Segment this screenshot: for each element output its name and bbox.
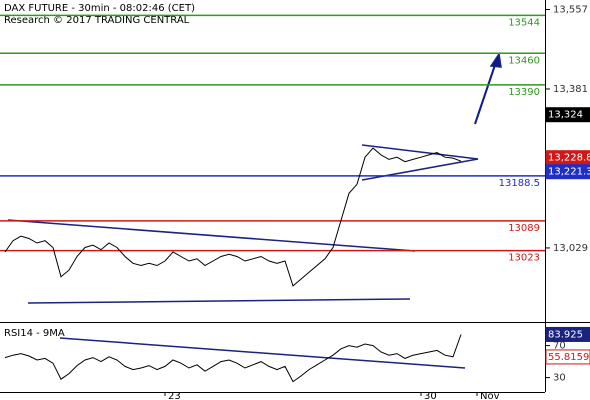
chart-title: DAX FUTURE - 30min - 08:02:46 (CET) — [4, 3, 195, 14]
price-tag-label: 13,324 — [548, 110, 583, 121]
price-tag-label: 13,221.3 — [548, 167, 590, 178]
y-tick-label: 13,557 — [553, 4, 588, 15]
price-tag-label: 55.8159 — [548, 352, 589, 363]
y-tick-label: 30 — [553, 373, 566, 384]
price-tag-label: 13,228.8 — [548, 153, 590, 164]
level-label: 13023 — [508, 253, 540, 264]
forecast-arrow — [474, 61, 497, 125]
price-tag — [545, 164, 590, 180]
trend-line — [361, 144, 479, 160]
x-tick-label: Nov — [480, 391, 500, 400]
price-line — [4, 147, 462, 287]
level-label: 13390 — [508, 87, 540, 98]
trend-line — [7, 219, 416, 252]
y-tick-label: 70 — [553, 341, 566, 352]
price-tag — [545, 326, 590, 342]
trend-line — [27, 298, 411, 304]
x-tick-label: 23 — [168, 391, 181, 400]
price-tag — [545, 349, 590, 365]
level-label: 13544 — [508, 17, 540, 28]
rsi-trend-line — [59, 337, 466, 369]
price-tag-label: 83.925 — [548, 329, 583, 340]
price-tag — [545, 107, 590, 123]
price-line — [4, 334, 462, 383]
level-label: 13188.5 — [499, 178, 540, 189]
y-tick-label: 13,381 — [553, 84, 588, 95]
trend-lines — [7, 51, 502, 369]
chart-subtitle: Research © 2017 TRADING CENTRAL — [4, 15, 190, 26]
level-label: 13089 — [508, 223, 540, 234]
arrow-head — [489, 51, 502, 68]
rsi-title: RSI14 - 9MA — [4, 328, 65, 339]
level-label: 13460 — [508, 55, 540, 66]
y-tick-label: 13,029 — [553, 243, 588, 254]
x-tick-label: 30 — [424, 391, 437, 400]
